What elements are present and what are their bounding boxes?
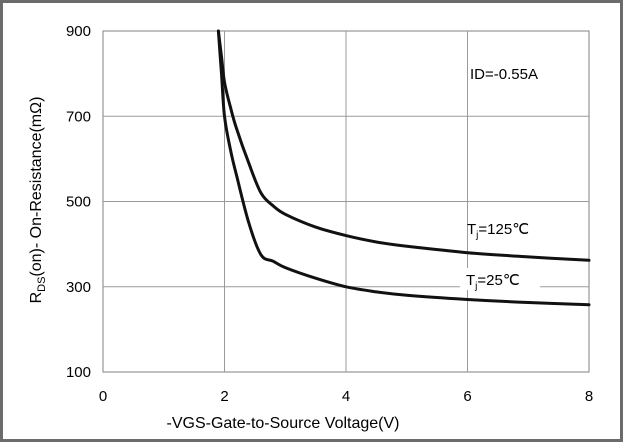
series-label-125-rest: =125℃ xyxy=(478,221,529,238)
series-label-25-rest: =25℃ xyxy=(477,272,519,289)
series-label-25: Tj=25℃ xyxy=(466,272,520,292)
gridlines xyxy=(103,31,589,372)
y-tick-label-900: 900 xyxy=(66,23,91,40)
series-line-0 xyxy=(216,29,591,262)
x-tick-label-8: 8 xyxy=(585,388,593,405)
x-tick-label-4: 4 xyxy=(342,388,350,405)
x-tick-labels: 0 2 4 6 8 xyxy=(99,388,593,405)
annotation-id: ID=-0.55A xyxy=(470,66,538,83)
y-axis-title-sub: DS xyxy=(36,277,48,292)
series-lines xyxy=(216,29,591,307)
y-tick-labels: 100 300 500 700 900 xyxy=(66,23,91,381)
x-tick-label-6: 6 xyxy=(463,388,471,405)
y-tick-label-100: 100 xyxy=(66,364,91,381)
y-axis-title-main: R xyxy=(28,292,45,304)
x-axis-title: -VGS-Gate-to-Source Voltage(V) xyxy=(167,415,400,432)
y-axis-title-rest: (on)- On-Resistance(mΩ) xyxy=(28,97,45,277)
y-tick-label-500: 500 xyxy=(66,194,91,211)
series-label-125-main: T xyxy=(467,221,476,238)
x-tick-label-0: 0 xyxy=(99,388,107,405)
series-line-1 xyxy=(216,29,591,307)
series-label-125: Tj=125℃ xyxy=(467,221,529,241)
y-axis-title: RDS(on)- On-Resistance(mΩ) xyxy=(28,97,48,304)
x-tick-label-2: 2 xyxy=(220,388,228,405)
y-tick-label-300: 300 xyxy=(66,279,91,296)
y-tick-label-700: 700 xyxy=(66,108,91,125)
series-label-25-main: T xyxy=(466,272,475,289)
series-label-25-bg xyxy=(460,268,540,290)
series-label-125-sub: j xyxy=(475,230,478,241)
series-label-25-sub: j xyxy=(474,281,477,292)
